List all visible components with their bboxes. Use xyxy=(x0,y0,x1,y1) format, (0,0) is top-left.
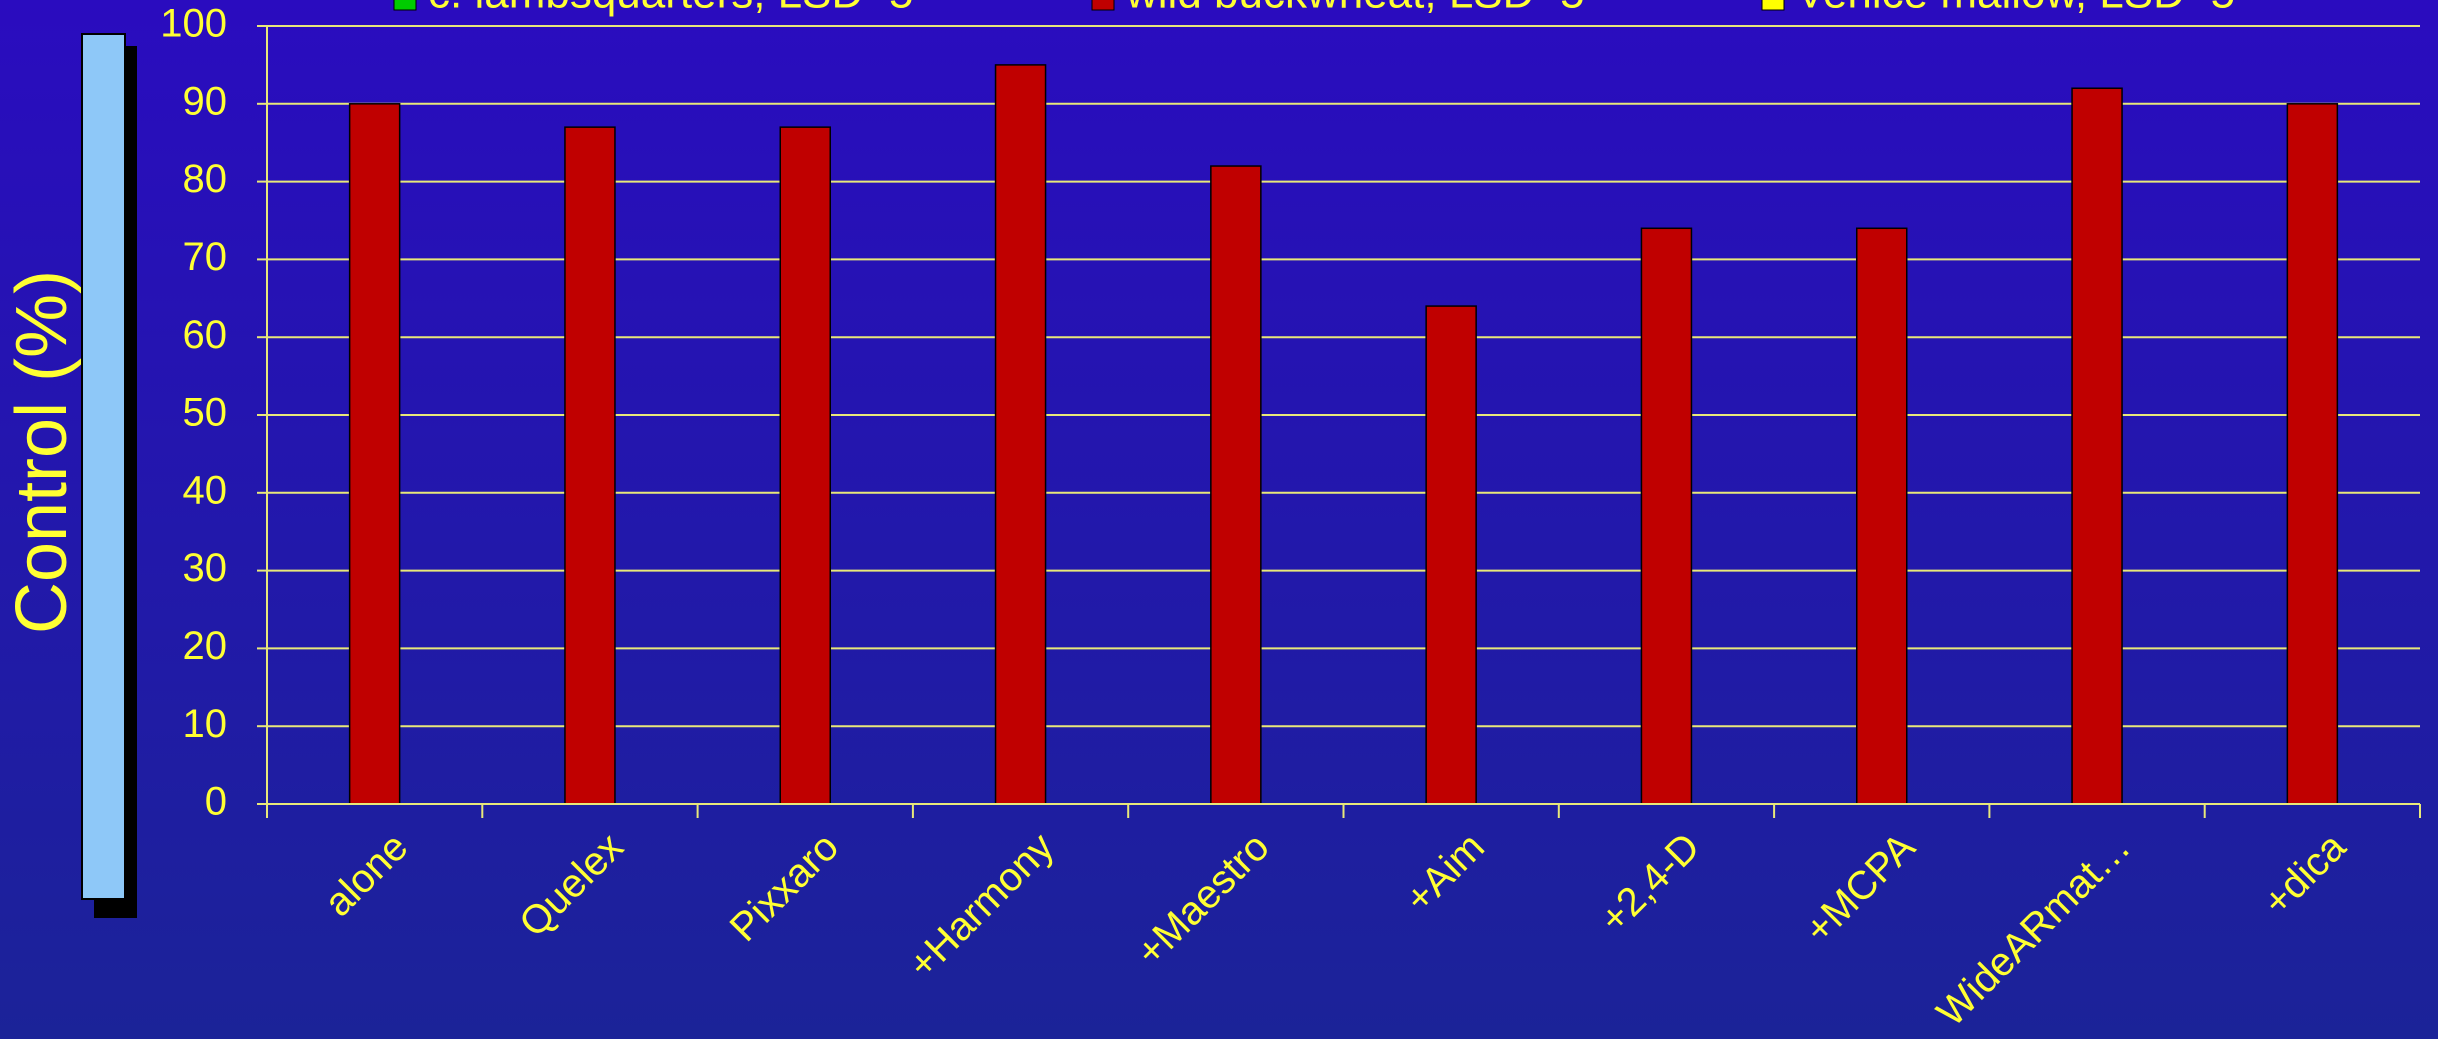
y-tick-label: 90 xyxy=(183,79,228,123)
bar xyxy=(779,126,831,805)
bar xyxy=(2071,87,2123,805)
y-tick-label: 50 xyxy=(183,391,228,435)
bar xyxy=(564,126,616,805)
legend-swatch xyxy=(1091,0,1115,11)
y-tick-label: 100 xyxy=(160,2,227,46)
y-tick-label: 60 xyxy=(183,313,228,357)
y-tick-label: 70 xyxy=(183,235,228,279)
legend-swatch xyxy=(393,0,417,11)
label-box xyxy=(81,33,126,900)
y-tick-label: 0 xyxy=(205,780,227,824)
legend-label: wild buckwheat, LSD=5 xyxy=(1125,0,1585,18)
y-tick-label: 30 xyxy=(183,546,228,590)
y-tick-label: 80 xyxy=(183,157,228,201)
y-tick-label: 20 xyxy=(183,624,228,668)
y-axis-label: Control (%) xyxy=(2,270,82,634)
bar xyxy=(994,64,1047,805)
bar xyxy=(1856,227,1908,805)
legend-label: c. lambsquarters, LSD=5 xyxy=(428,0,913,18)
legend-label: Venice mallow, LSD=5 xyxy=(1796,0,2235,18)
bar xyxy=(1640,227,1693,805)
bar xyxy=(1210,165,1262,805)
bar xyxy=(1425,305,1477,805)
bar xyxy=(2286,103,2339,805)
y-tick-label: 10 xyxy=(183,702,228,746)
bar xyxy=(348,103,401,805)
y-tick-label: 40 xyxy=(183,468,228,512)
legend-swatch xyxy=(1761,0,1785,11)
